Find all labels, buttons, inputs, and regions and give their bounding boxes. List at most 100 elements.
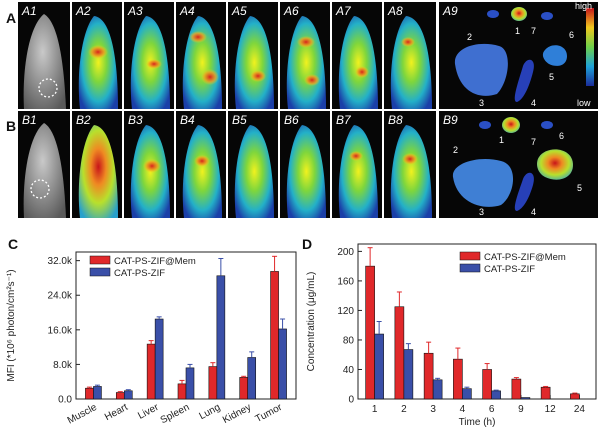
x-tick-label: Spleen xyxy=(159,402,192,426)
tile-label: B7 xyxy=(336,113,351,127)
bar xyxy=(491,390,501,400)
organ-number: 1 xyxy=(515,26,521,36)
bar xyxy=(520,397,531,400)
y-axis-label: MFI (*10⁶ photon/cm²s⁻¹) xyxy=(6,269,17,381)
tile-label: B4 xyxy=(180,113,195,127)
bar xyxy=(239,377,249,400)
bar xyxy=(123,390,133,400)
legend-label: CAT-PS-ZIF xyxy=(114,268,165,279)
colorbar-high-label: high xyxy=(575,2,593,11)
y-tick-label: 24.0k xyxy=(48,291,73,302)
bar xyxy=(185,367,195,400)
y-tick-label: 40 xyxy=(343,365,355,376)
x-tick-label: 24 xyxy=(574,404,586,415)
y-tick-label: 200 xyxy=(337,247,354,258)
tile-a3: A3 xyxy=(124,2,174,109)
y-tick-label: 8.0k xyxy=(53,360,73,371)
tile-b6: B6 xyxy=(280,111,330,218)
plot-frame xyxy=(357,243,597,400)
bar xyxy=(270,271,279,400)
bar xyxy=(154,318,164,400)
imaging-row-b: B1 B2 B3 B4 B5 B6 B7 B8 B9 1 xyxy=(18,111,598,218)
tile-label: A2 xyxy=(76,4,91,18)
organ-number: 6 xyxy=(559,131,565,141)
x-tick-label: 3 xyxy=(430,404,436,415)
bar xyxy=(146,343,156,400)
legend-swatch xyxy=(459,263,481,273)
x-tick-label: 1 xyxy=(372,404,378,415)
x-tick-label: Kidney xyxy=(221,402,253,426)
imaging-row-a: A1 A2 A3 A4 A5 A6 A7 A8 A9 xyxy=(18,2,598,109)
bar xyxy=(365,265,375,400)
bar xyxy=(115,392,125,400)
legend-swatch xyxy=(459,251,481,261)
tile-b4: B4 xyxy=(176,111,226,218)
tile-label: A7 xyxy=(336,4,351,18)
y-tick-label: 0.0 xyxy=(58,395,72,406)
organ-number: 4 xyxy=(531,98,537,108)
bar xyxy=(216,275,226,400)
bar xyxy=(540,386,551,400)
tile-label: A5 xyxy=(232,4,247,18)
x-tick-label: 12 xyxy=(545,404,557,415)
bar xyxy=(403,349,414,400)
x-tick-label: 9 xyxy=(518,404,524,415)
bar xyxy=(511,378,522,400)
tile-label: B2 xyxy=(76,113,91,127)
tile-label: A6 xyxy=(284,4,299,18)
organ-number: 7 xyxy=(531,137,537,147)
bar xyxy=(177,383,187,400)
legend-label: CAT-PS-ZIF@Mem xyxy=(484,252,566,263)
organ-number: 2 xyxy=(467,32,473,42)
legend-swatch xyxy=(89,255,111,265)
bar xyxy=(93,386,102,400)
tile-b1: B1 xyxy=(18,111,70,218)
bar xyxy=(374,333,384,400)
tile-label: B3 xyxy=(128,113,143,127)
chart-c-organ-mfi: 0.0 8.0k 16.0k 24.0k 32.0k MFI (*10⁶ photon/c… xyxy=(6,251,297,427)
bar xyxy=(432,379,443,400)
organ-number: 3 xyxy=(479,98,485,108)
organ-number: 2 xyxy=(453,145,459,155)
organ-number: 4 xyxy=(531,207,537,217)
tile-a9-organs: A9 1 2 3 4 5 6 7 high low xyxy=(439,2,598,109)
organ-number: 5 xyxy=(549,72,555,82)
bar xyxy=(208,366,218,400)
x-tick-label: Liver xyxy=(136,402,161,422)
y-tick-label: 0 xyxy=(348,395,354,406)
legend-swatch xyxy=(89,267,111,277)
x-axis-label: Time (h) xyxy=(459,417,496,428)
tile-a5: A5 xyxy=(228,2,278,109)
tile-a4: A4 xyxy=(176,2,226,109)
legend-label: CAT-PS-ZIF@Mem xyxy=(114,256,196,267)
tile-label: A4 xyxy=(180,4,195,18)
tile-label: B8 xyxy=(388,113,403,127)
tile-b2: B2 xyxy=(72,111,122,218)
legend-label: CAT-PS-ZIF xyxy=(484,264,535,275)
tile-b5: B5 xyxy=(228,111,278,218)
x-tick-label: Lung xyxy=(197,402,222,422)
organ-number: 1 xyxy=(499,135,505,145)
organ-number: 6 xyxy=(569,30,575,40)
panel-letter-c: C xyxy=(8,236,19,252)
y-tick-label: 32.0k xyxy=(48,256,73,267)
bar xyxy=(482,369,492,400)
organ-number: 5 xyxy=(577,183,583,193)
tile-b9-organs: B9 1 2 3 4 5 6 7 xyxy=(439,111,598,218)
bar xyxy=(453,358,463,400)
bar xyxy=(462,388,472,400)
colorbar-low-label: low xyxy=(577,98,591,108)
bar xyxy=(394,306,405,400)
tile-label: B6 xyxy=(284,113,299,127)
panel-letter-a: A xyxy=(6,10,17,26)
bar xyxy=(85,387,94,400)
x-tick-label: Tumor xyxy=(254,402,285,425)
bar xyxy=(247,357,257,400)
x-tick-label: 6 xyxy=(489,404,495,415)
x-tick-label: 4 xyxy=(460,404,466,415)
tile-b7: B7 xyxy=(332,111,382,218)
tile-a6: A6 xyxy=(280,2,330,109)
tile-a7: A7 xyxy=(332,2,382,109)
y-tick-label: 80 xyxy=(343,335,355,346)
